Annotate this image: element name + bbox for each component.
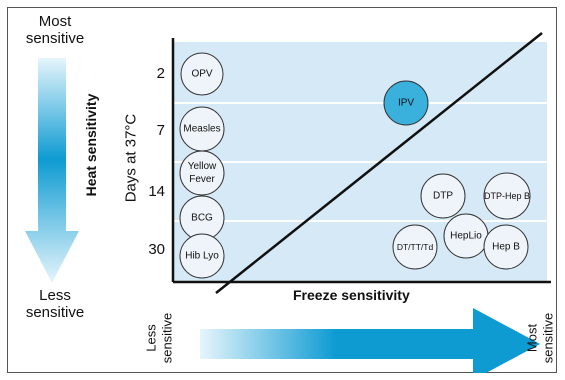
y-tick-14: 14: [148, 183, 165, 200]
y-tick-2: 2: [156, 65, 165, 82]
svg-text:DTP-Hep B: DTP-Hep B: [484, 191, 530, 201]
svg-text:DT/TT/Td: DT/TT/Td: [397, 242, 434, 252]
vaccine-bubble-dt-tt-td: DT/TT/Td: [392, 224, 438, 270]
heat-most-sensitive-label: Most sensitive: [25, 13, 85, 47]
x-axis-title: Freeze sensitivity: [293, 287, 410, 303]
heat-sensitivity-arrow: [25, 58, 79, 283]
freeze-less-sensitive-line2: sensitive: [159, 312, 175, 364]
y-tick-7: 7: [156, 122, 165, 139]
vaccine-bubble-ipv: IPV: [383, 80, 429, 126]
vaccine-bubble-dtp: DTP: [420, 173, 466, 219]
freeze-sensitivity-arrow: [200, 308, 540, 373]
freeze-most-sensitive-line2: sensitive: [540, 312, 556, 364]
svg-text:Fever: Fever: [189, 174, 215, 185]
heat-less-sensitive-label: Less sensitive: [25, 287, 85, 321]
freeze-most-sensitive-line1: Most: [524, 323, 540, 353]
vaccine-bubble-yellow-fever: Yellow Fever: [179, 150, 225, 196]
vaccine-bubble-opv: OPV: [180, 52, 224, 96]
y-tick-30: 30: [148, 241, 165, 258]
svg-text:Yellow: Yellow: [188, 161, 217, 172]
svg-text:Hib Lyo: Hib Lyo: [185, 251, 219, 262]
freeze-less-sensitive-line1: Less: [143, 324, 159, 352]
figure-border: [7, 7, 557, 373]
diagonal-divider: [215, 32, 543, 294]
vaccine-bubble-hep-b: Hep B: [483, 224, 529, 270]
svg-text:BCG: BCG: [191, 213, 213, 224]
vaccine-bubble-dtp-hep-b: DTP-Hep B: [483, 172, 531, 220]
svg-text:DTP: DTP: [433, 191, 453, 202]
svg-text:Hep B: Hep B: [492, 242, 520, 253]
svg-text:OPV: OPV: [191, 69, 212, 80]
vaccine-bubble-hib-lyo: Hib Lyo: [179, 233, 225, 279]
svg-text:IPV: IPV: [398, 98, 414, 109]
svg-text:HepLio: HepLio: [450, 231, 482, 242]
svg-text:Measles: Measles: [183, 124, 220, 135]
